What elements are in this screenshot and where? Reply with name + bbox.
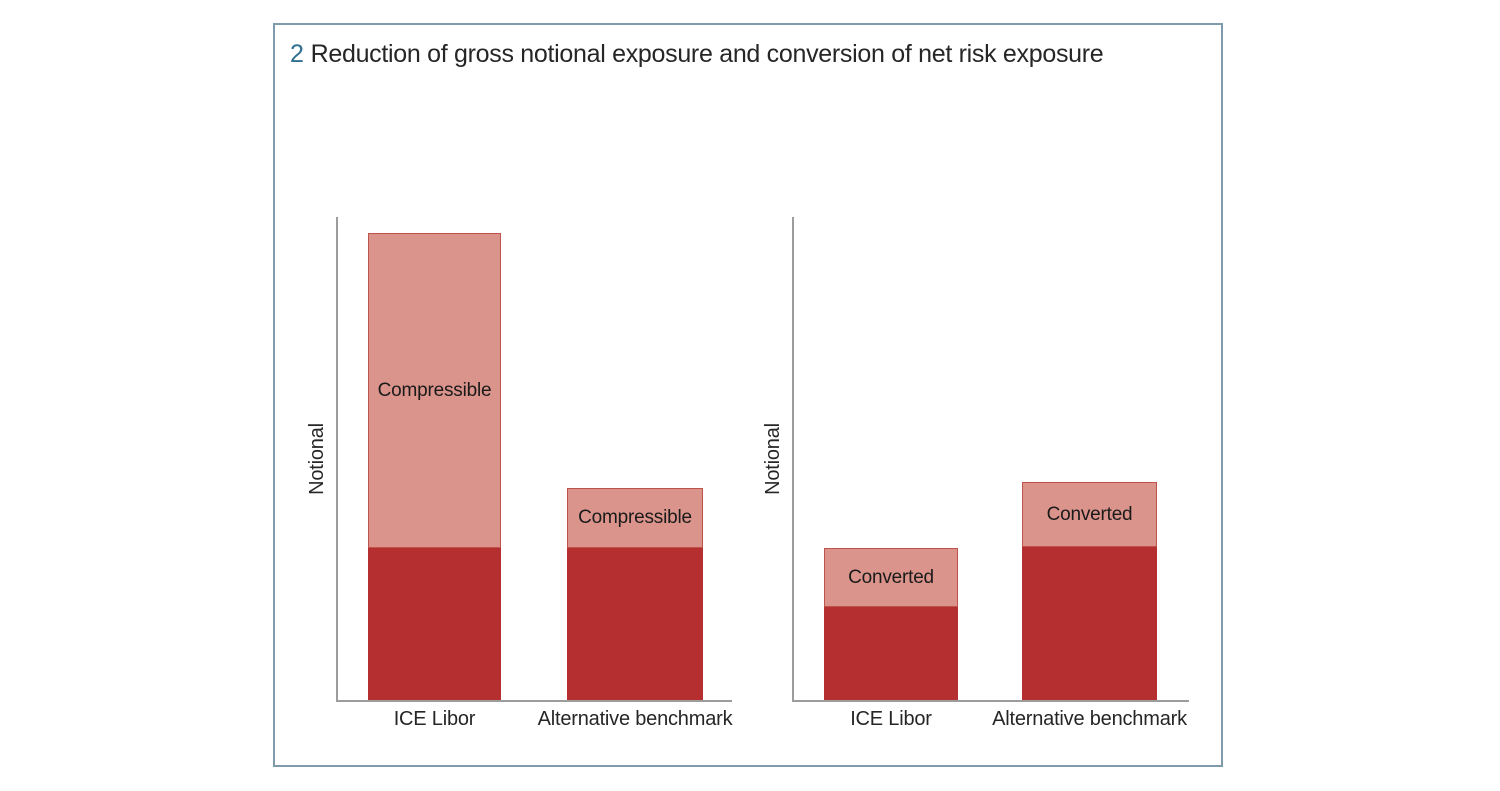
bar-segment-converted: Converted xyxy=(824,548,958,607)
figure-title-text: Reduction of gross notional exposure and… xyxy=(310,40,1104,68)
bar-segment-compressible: Compressible xyxy=(368,233,501,548)
bar-right-2: Converted xyxy=(1022,482,1157,700)
figure-title: 2 Reduction of gross notional exposure an… xyxy=(290,40,1104,69)
segment-label: Converted xyxy=(848,566,934,588)
segment-label: Compressible xyxy=(578,507,692,528)
bar-segment-base xyxy=(567,548,703,700)
bar-segment-converted: Converted xyxy=(1022,482,1157,547)
segment-label: Converted xyxy=(1046,503,1133,525)
y-axis-label-right: Notional xyxy=(762,422,784,495)
bar-segment-compressible: Compressible xyxy=(567,488,703,548)
x-category-label-left-2: Alternative benchmark xyxy=(537,708,733,730)
bar-right-1: Converted xyxy=(824,548,958,700)
bar-left-2: Compressible xyxy=(567,488,703,700)
x-category-label-right-1: ICE Libor xyxy=(850,708,932,730)
bar-segment-base xyxy=(368,548,501,700)
x-category-label-right-2: Alternative benchmark xyxy=(992,708,1187,730)
plot-area-left xyxy=(336,217,732,702)
bar-segment-base xyxy=(824,607,958,700)
segment-label: Compressible xyxy=(377,379,492,401)
plot-area-right xyxy=(792,217,1189,702)
figure-number: 2 xyxy=(290,40,304,68)
bar-segment-base xyxy=(1022,547,1157,700)
x-category-label-left-1: ICE Libor xyxy=(393,708,476,730)
y-axis-label-left: Notional xyxy=(306,422,328,495)
bar-left-1: Compressible xyxy=(368,233,501,700)
